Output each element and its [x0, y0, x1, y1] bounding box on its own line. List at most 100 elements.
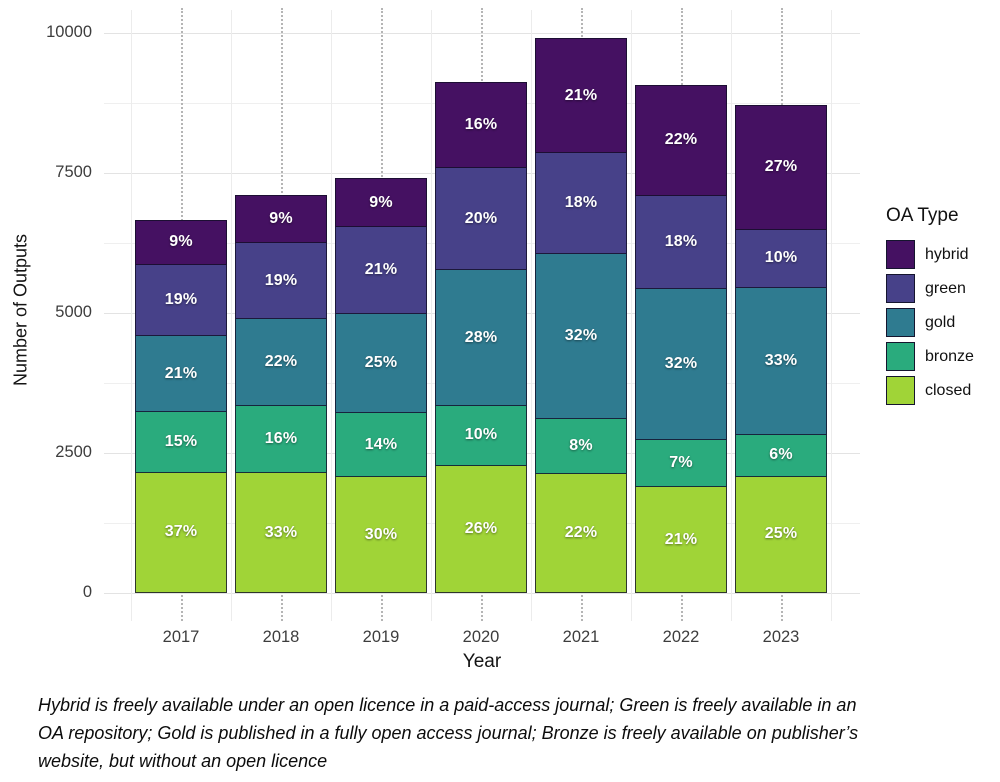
bar-segment-green: 19% — [135, 264, 227, 336]
legend-label-gold: gold — [925, 313, 956, 331]
bar-segment-label: 25% — [364, 353, 398, 371]
bar-segment-bronze: 6% — [735, 434, 827, 477]
gridline-minor-v — [231, 10, 232, 621]
bar-segment-label: 9% — [269, 209, 293, 227]
caption-line: website, but without an open licence — [38, 751, 328, 771]
legend-swatch-bronze — [886, 342, 915, 371]
gridline-minor-v — [331, 10, 332, 621]
bar-segment-label: 9% — [369, 193, 393, 211]
bar-segment-green: 18% — [635, 195, 727, 289]
bar-segment-closed: 37% — [135, 472, 227, 593]
bar-segment-label: 6% — [769, 446, 793, 464]
legend-item-bronze: bronze — [886, 342, 974, 371]
legend-swatch-closed — [886, 376, 915, 405]
bar-segment-closed: 25% — [735, 476, 827, 593]
bar-segment-gold: 32% — [635, 288, 727, 440]
bar-segment-hybrid: 21% — [535, 38, 627, 154]
bar-segment-bronze: 15% — [135, 412, 227, 473]
bar-segment-gold: 21% — [135, 335, 227, 413]
legend-item-green: green — [886, 274, 974, 303]
gridline-minor-v — [531, 10, 532, 621]
y-axis-title: Number of Outputs — [10, 233, 31, 387]
bar-segment-label: 25% — [764, 525, 798, 543]
bar-segment-closed: 21% — [635, 487, 727, 593]
legend-swatch-green — [886, 274, 915, 303]
bar-segment-label: 8% — [569, 436, 593, 454]
bar-segment-label: 10% — [764, 249, 798, 267]
bar-segment-label: 26% — [464, 520, 498, 538]
bar-segment-label: 10% — [464, 426, 498, 444]
bar-segment-bronze: 8% — [535, 418, 627, 475]
bar-2021: 21% 18% 32% 8% 22% — [535, 38, 627, 593]
bar-segment-green: 20% — [435, 168, 527, 271]
bar-segment-label: 27% — [764, 158, 798, 176]
bar-segment-closed: 26% — [435, 466, 527, 594]
legend-swatch-hybrid — [886, 240, 915, 269]
gridline-minor-v — [731, 10, 732, 621]
bar-segment-label: 18% — [564, 194, 598, 212]
bar-segment-closed: 33% — [235, 473, 327, 593]
bar-segment-hybrid: 9% — [335, 178, 427, 228]
legend-swatch-gold — [886, 308, 915, 337]
bar-segment-hybrid: 9% — [235, 195, 327, 243]
gridline-minor-v — [431, 10, 432, 621]
legend-items: hybrid green gold bronze closed — [886, 240, 974, 405]
bar-segment-green: 19% — [235, 242, 327, 320]
x-tick-label: 2019 — [362, 628, 400, 646]
x-tick-label: 2021 — [562, 628, 600, 646]
bar-2017: 9% 19% 21% 15% 37% — [135, 220, 227, 593]
gridline-minor-v — [631, 10, 632, 621]
bar-segment-gold: 25% — [335, 313, 427, 414]
bar-segment-label: 22% — [564, 524, 598, 541]
y-tick-label: 5000 — [55, 303, 92, 321]
bar-segment-label: 33% — [264, 523, 298, 541]
y-tick-label: 2500 — [55, 443, 92, 461]
bar-segment-gold: 22% — [235, 319, 327, 406]
x-tick-label: 2022 — [662, 628, 700, 646]
x-tick-label: 2023 — [762, 628, 800, 646]
bar-2022: 22% 18% 32% 7% 21% — [635, 85, 727, 593]
bar-segment-label: 21% — [164, 364, 198, 382]
bar-segment-closed: 22% — [535, 474, 627, 593]
x-tick-label: 2020 — [462, 628, 500, 646]
bar-segment-label: 7% — [669, 454, 693, 472]
bar-segment-label: 32% — [564, 326, 598, 344]
bar-segment-bronze: 14% — [335, 413, 427, 478]
legend-label-bronze: bronze — [925, 347, 974, 365]
legend-item-hybrid: hybrid — [886, 240, 974, 269]
y-tick-label: 10000 — [46, 23, 92, 41]
bar-segment-label: 21% — [364, 260, 398, 278]
figure-caption: Hybrid is freely available under an open… — [38, 691, 983, 775]
bar-2018: 9% 19% 22% 16% 33% — [235, 195, 327, 593]
caption-line: Hybrid is freely available under an open… — [38, 695, 857, 715]
bar-segment-gold: 28% — [435, 270, 527, 406]
gridline-minor-v — [831, 10, 832, 621]
bar-2019: 9% 21% 25% 14% 30% — [335, 178, 427, 593]
x-tick-label: 2017 — [162, 628, 200, 646]
bar-segment-hybrid: 16% — [435, 82, 527, 169]
bar-segment-bronze: 16% — [235, 405, 327, 474]
bar-segment-label: 16% — [464, 116, 498, 134]
x-tick-label: 2018 — [262, 628, 300, 646]
bar-segment-label: 32% — [664, 354, 698, 372]
legend-label-green: green — [925, 279, 966, 297]
bar-segment-label: 22% — [664, 131, 698, 149]
bar-segment-hybrid: 27% — [735, 104, 827, 230]
bar-segment-green: 18% — [535, 153, 627, 255]
bar-segment-bronze: 10% — [435, 405, 527, 467]
bar-segment-label: 22% — [264, 353, 298, 371]
bar-segment-label: 9% — [169, 233, 193, 251]
bar-segment-label: 19% — [164, 290, 198, 308]
bar-segment-bronze: 7% — [635, 439, 727, 488]
bar-segment-gold: 32% — [535, 254, 627, 419]
bar-2023: 27% 10% 33% 6% 25% — [735, 104, 827, 593]
bar-segment-hybrid: 22% — [635, 85, 727, 196]
legend-item-gold: gold — [886, 308, 974, 337]
bar-segment-hybrid: 9% — [135, 220, 227, 265]
bar-segment-label: 18% — [664, 232, 698, 250]
bar-segment-label: 15% — [164, 432, 198, 450]
bar-segment-green: 21% — [335, 227, 427, 314]
bar-segment-label: 37% — [164, 523, 198, 541]
bar-segment-label: 19% — [264, 271, 298, 289]
